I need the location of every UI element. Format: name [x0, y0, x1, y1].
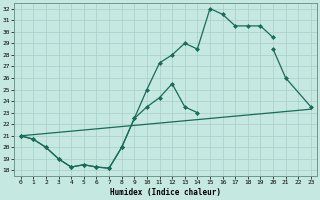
X-axis label: Humidex (Indice chaleur): Humidex (Indice chaleur) — [110, 188, 221, 197]
